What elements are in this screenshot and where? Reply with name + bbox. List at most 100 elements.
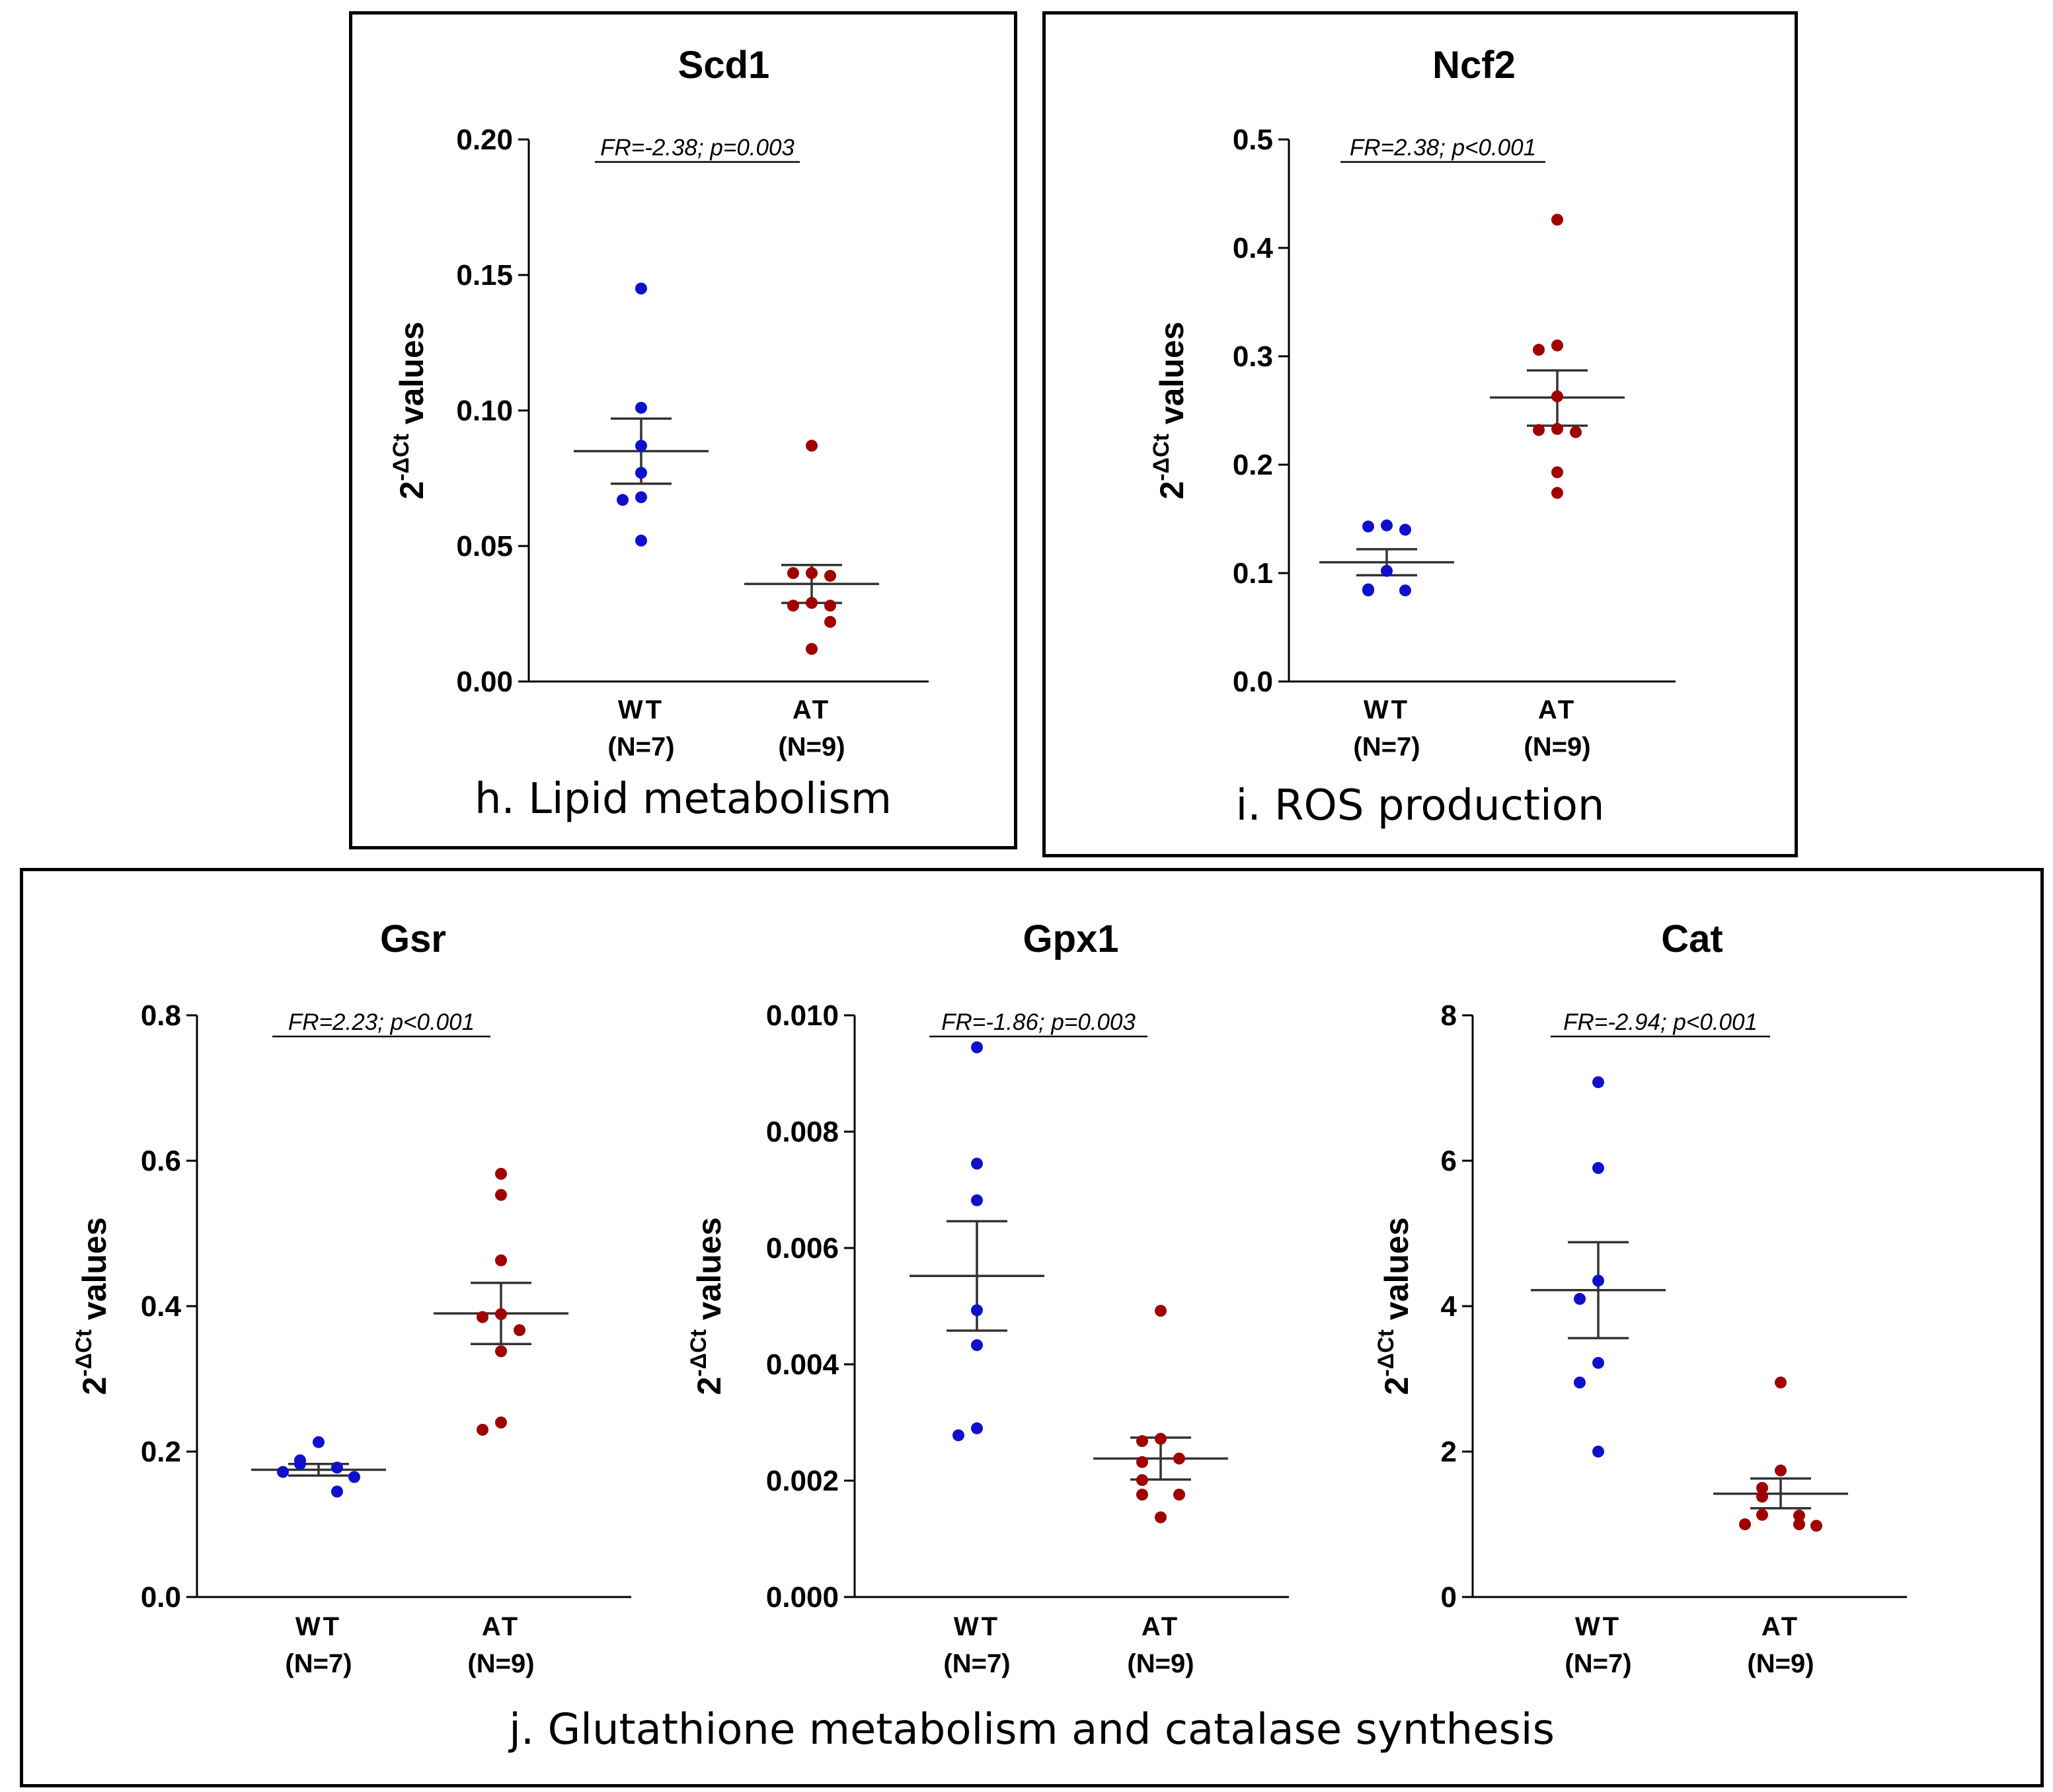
y-tick-label-cat: 0 — [1441, 1581, 1457, 1614]
data-point-cat-at — [1793, 1518, 1805, 1530]
y-tick-label-gpx1: 0.004 — [766, 1348, 839, 1381]
data-point-cat-at — [1739, 1518, 1751, 1530]
data-point-gsr-wt — [331, 1485, 343, 1498]
data-point-ncf2-wt — [1381, 565, 1393, 577]
y-axis-label-base: 2 — [76, 1377, 113, 1395]
data-point-gsr-at — [495, 1254, 507, 1266]
y-tick-label-gsr: 0.0 — [141, 1581, 181, 1614]
panel-caption-h: h. Lipid metabolism — [474, 775, 892, 824]
data-point-cat-at — [1793, 1509, 1805, 1522]
data-point-gsr-at — [477, 1424, 488, 1436]
data-point-ncf2-at — [1533, 344, 1545, 356]
data-point-gpx1-at — [1173, 1452, 1185, 1465]
y-axis-label-rest: values — [1378, 1217, 1415, 1329]
group-label-gpx1-wt: WT — [954, 1612, 1000, 1641]
data-point-gpx1-at — [1136, 1456, 1148, 1468]
data-point-cat-wt — [1574, 1293, 1586, 1305]
y-tick-label-scd1: 0.10 — [456, 395, 513, 427]
data-point-cat-wt — [1592, 1162, 1604, 1174]
data-point-scd1-at — [806, 643, 818, 655]
data-point-gsr-at — [495, 1167, 507, 1180]
data-point-scd1-at — [787, 600, 799, 612]
data-point-ncf2-at — [1551, 214, 1563, 226]
panel-caption-i: i. ROS production — [1235, 781, 1605, 830]
y-tick-label-ncf2: 0.2 — [1233, 449, 1273, 481]
data-point-scd1-wt — [635, 440, 647, 452]
data-point-gsr-wt — [313, 1436, 325, 1448]
group-n-gsr-wt: (N=7) — [285, 1649, 352, 1678]
y-tick-label-ncf2: 0.5 — [1233, 124, 1273, 156]
y-tick-label-ncf2: 0.4 — [1233, 232, 1274, 264]
data-point-ncf2-wt — [1362, 584, 1374, 597]
y-axis-label-rest: values — [76, 1217, 113, 1329]
stat-annotation-ncf2: FR=2.38; p<0.001 — [1350, 135, 1536, 161]
data-point-scd1-wt — [635, 282, 647, 295]
group-n-ncf2-at: (N=9) — [1524, 732, 1590, 761]
data-point-ncf2-at — [1551, 466, 1563, 479]
group-n-gpx1-at: (N=9) — [1127, 1649, 1194, 1678]
y-tick-label-scd1: 0.05 — [456, 530, 513, 563]
data-point-ncf2-wt — [1399, 524, 1411, 536]
data-point-ncf2-at — [1551, 390, 1563, 403]
data-point-gpx1-wt — [971, 1041, 983, 1054]
group-n-cat-wt: (N=7) — [1565, 1649, 1631, 1678]
group-label-cat-wt: WT — [1575, 1612, 1621, 1641]
y-tick-label-cat: 4 — [1441, 1290, 1457, 1323]
y-axis-label-rest: values — [1153, 321, 1190, 434]
data-point-gsr-at — [495, 1417, 507, 1428]
data-point-gpx1-wt — [971, 1304, 983, 1317]
data-point-cat-wt — [1592, 1446, 1604, 1458]
data-point-gpx1-at — [1155, 1432, 1167, 1445]
data-point-scd1-at — [806, 440, 818, 452]
y-tick-label-ncf2: 0.0 — [1233, 666, 1273, 698]
group-n-gpx1-wt: (N=7) — [943, 1649, 1010, 1678]
data-point-cat-at — [1775, 1376, 1787, 1389]
group-n-scd1-wt: (N=7) — [607, 732, 674, 761]
data-point-cat-at — [1756, 1508, 1768, 1521]
data-point-ncf2-at — [1551, 487, 1563, 499]
data-point-scd1-wt — [617, 494, 629, 506]
y-tick-label-gpx1: 0.006 — [766, 1232, 839, 1265]
data-point-cat-wt — [1592, 1274, 1604, 1287]
data-point-ncf2-at — [1533, 424, 1545, 436]
group-n-gsr-at: (N=9) — [467, 1649, 534, 1678]
y-axis-label-gsr: 2-ΔCt values — [71, 1217, 113, 1395]
y-tick-label-gsr: 0.2 — [141, 1436, 181, 1468]
y-axis-label-sup: -ΔCt — [1149, 434, 1174, 481]
data-point-scd1-at — [806, 567, 818, 579]
panel-glutathione-catalase: j. Glutathione metabolism and catalase s… — [20, 868, 2044, 1787]
y-axis-label-base: 2 — [1378, 1377, 1415, 1395]
data-point-gsr-at — [495, 1308, 507, 1321]
data-point-gsr-at — [514, 1324, 525, 1337]
group-label-ncf2-wt: WT — [1364, 695, 1410, 724]
stat-annotation-gpx1: FR=-1.86; p=0.003 — [941, 1009, 1136, 1035]
y-axis-label-base: 2 — [1153, 481, 1190, 500]
data-point-ncf2-wt — [1362, 520, 1374, 533]
chart-title-gsr: Gsr — [380, 917, 446, 960]
data-point-ncf2-at — [1551, 422, 1563, 435]
y-tick-label-cat: 6 — [1441, 1145, 1457, 1177]
chart-title-cat: Cat — [1661, 917, 1723, 960]
y-axis-label-base: 2 — [691, 1377, 728, 1395]
y-axis-label-base: 2 — [393, 481, 430, 500]
y-axis-label-sup: -ΔCt — [389, 434, 414, 481]
chart-title-scd1: Scd1 — [678, 44, 770, 87]
data-point-scd1-at — [824, 600, 836, 612]
y-tick-label-cat: 8 — [1441, 999, 1457, 1032]
data-point-gpx1-at — [1155, 1305, 1167, 1317]
y-tick-label-scd1: 0.15 — [456, 259, 513, 292]
stat-annotation-gsr: FR=2.23; p<0.001 — [288, 1009, 475, 1035]
group-label-scd1-wt: WT — [618, 695, 664, 724]
y-axis-label-sup: -ΔCt — [1374, 1329, 1399, 1377]
y-axis-label-sup: -ΔCt — [686, 1329, 711, 1377]
chart-title-ncf2: Ncf2 — [1432, 44, 1516, 87]
y-axis-label-cat: 2-ΔCt values — [1374, 1217, 1415, 1395]
y-tick-label-ncf2: 0.3 — [1233, 340, 1273, 373]
data-point-gsr-at — [477, 1311, 488, 1323]
y-tick-label-scd1: 0.00 — [456, 666, 513, 698]
data-point-gpx1-wt — [971, 1422, 983, 1434]
group-label-gpx1-at: AT — [1142, 1612, 1180, 1641]
y-axis-label-gpx1: 2-ΔCt values — [686, 1217, 728, 1395]
y-tick-label-gsr: 0.6 — [141, 1145, 181, 1177]
